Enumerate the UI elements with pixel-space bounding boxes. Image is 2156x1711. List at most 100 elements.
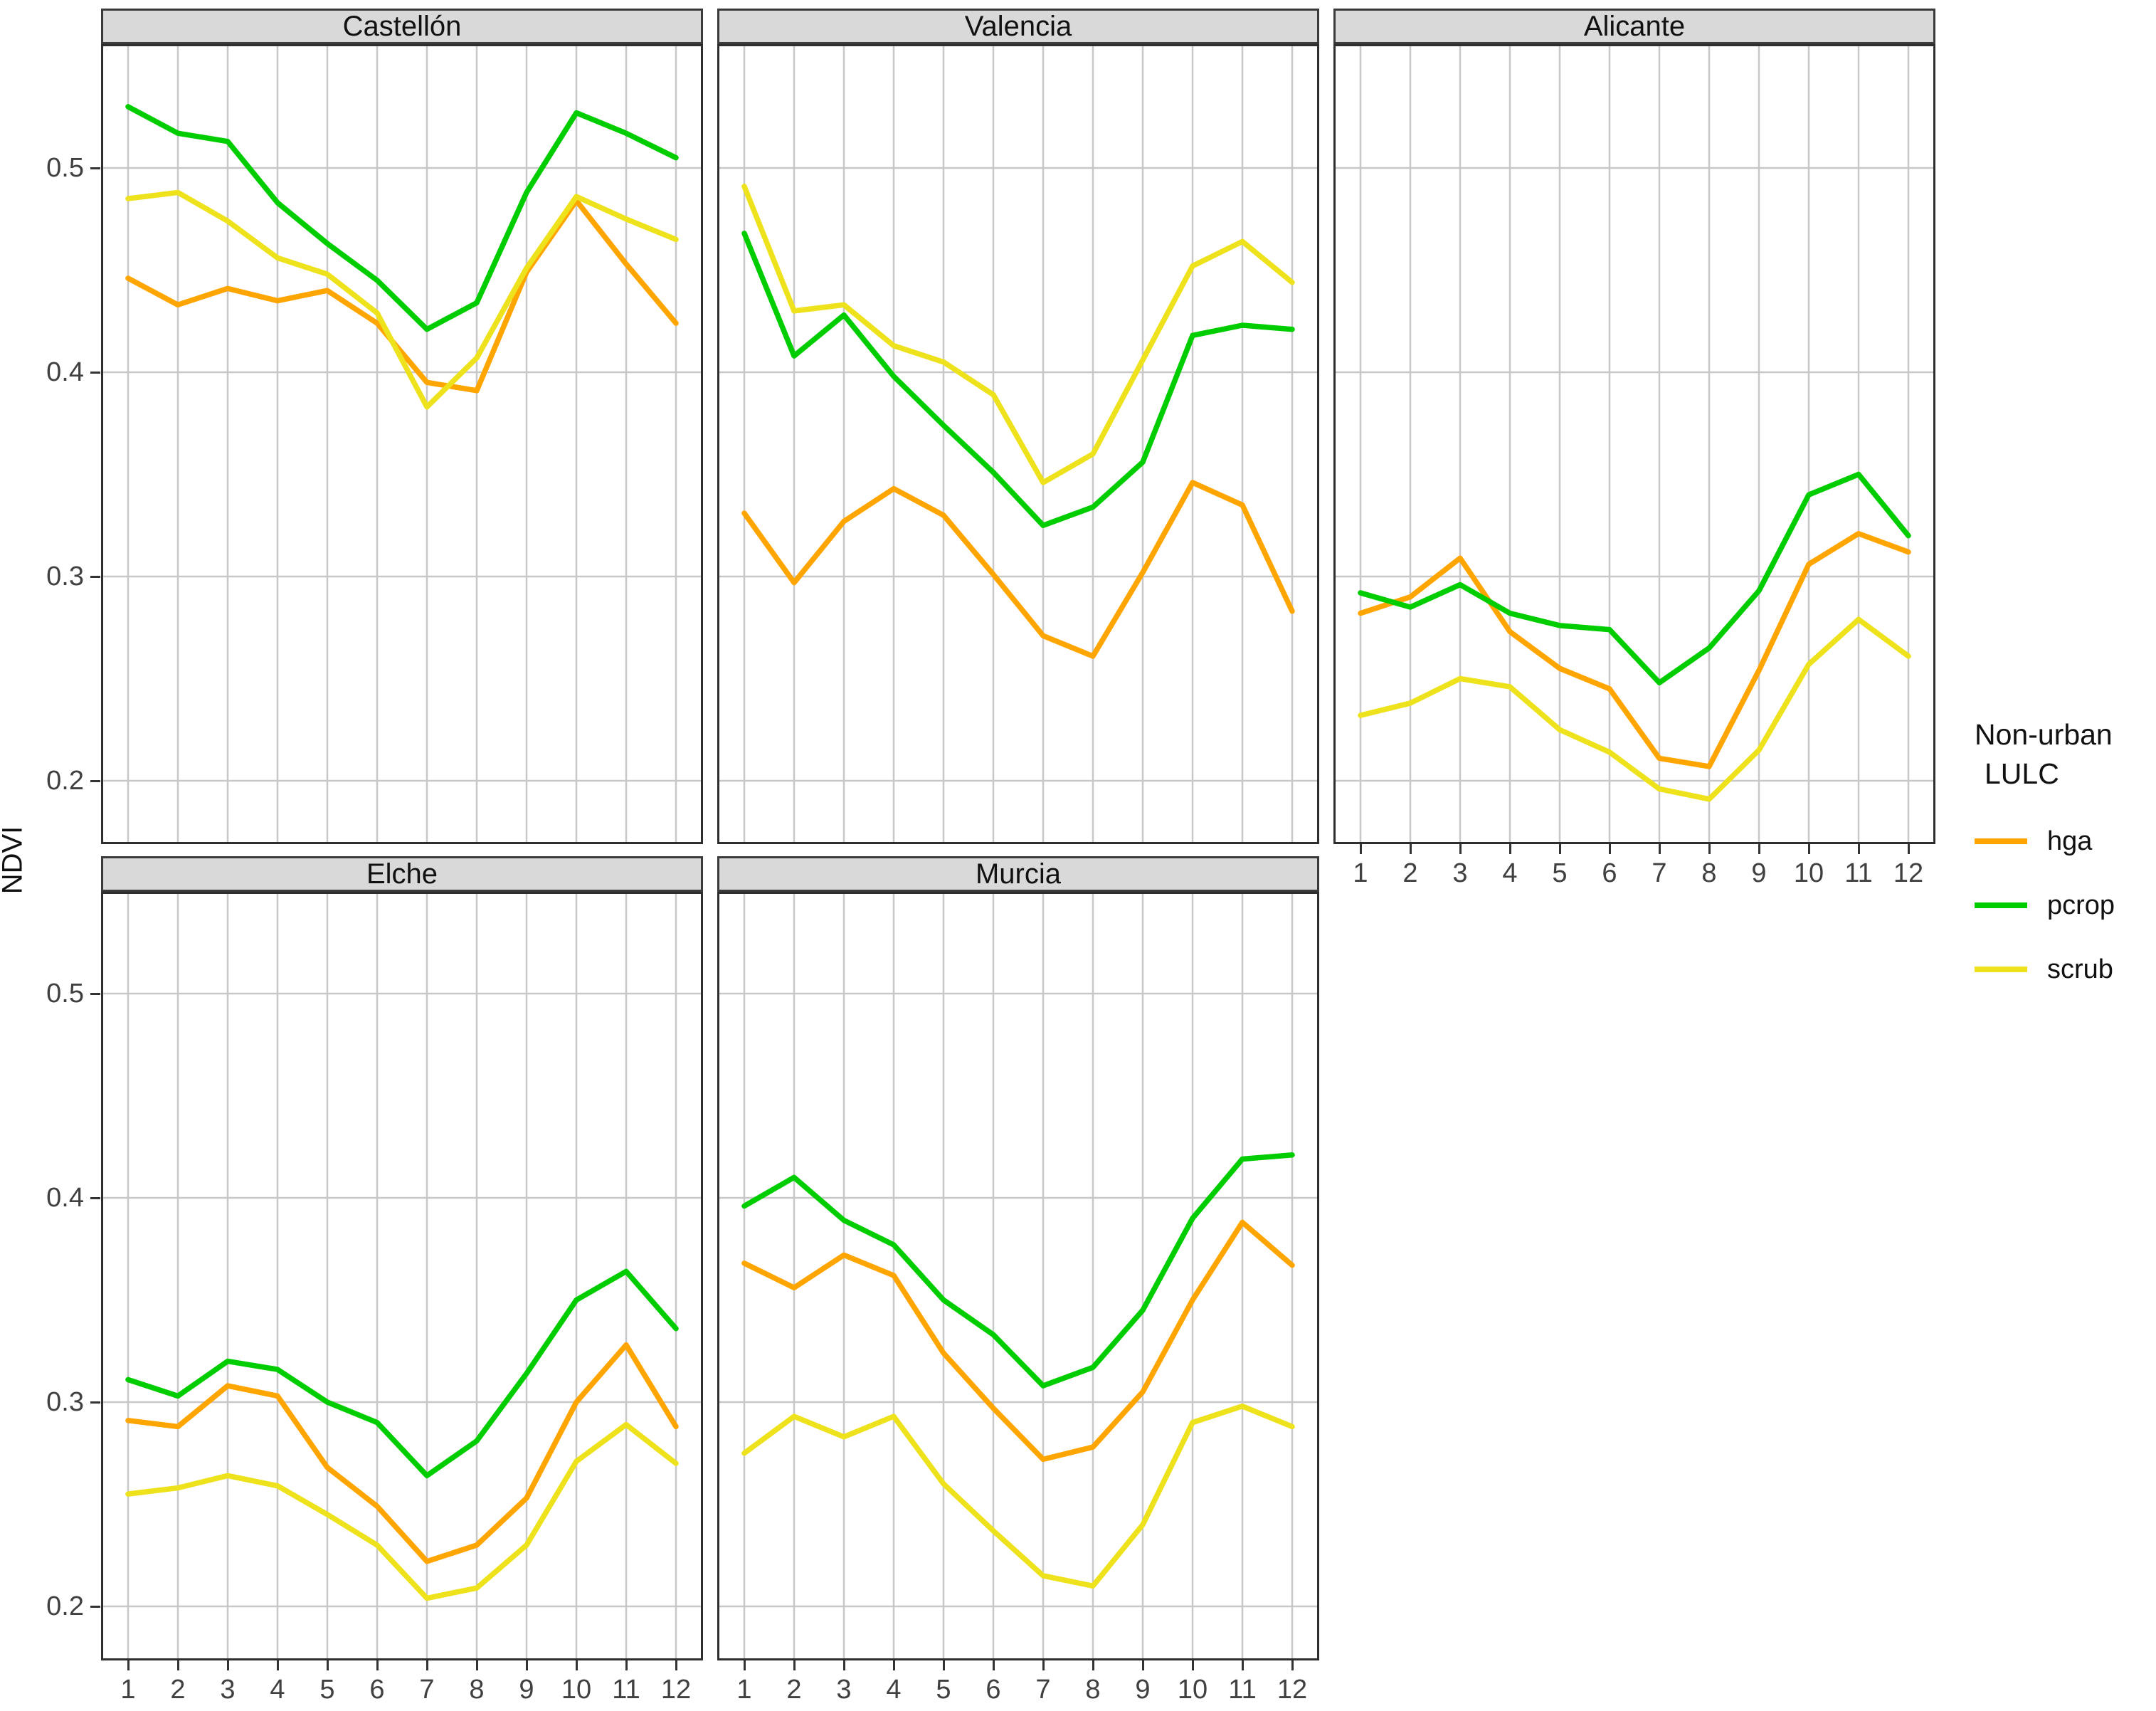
facet-strip-alicante: Alicante	[1333, 9, 1935, 44]
x-tick-mark	[1042, 1660, 1045, 1670]
x-tick-mark	[1857, 844, 1860, 854]
y-tick-label: 0.3	[46, 1387, 84, 1417]
x-tick-label: 3	[836, 1675, 852, 1705]
x-tick-label: 6	[985, 1675, 1001, 1705]
x-tick-label: 4	[1502, 858, 1518, 888]
facet-title: Castellón	[342, 10, 462, 42]
x-tick-label: 7	[419, 1675, 435, 1705]
x-tick-mark	[675, 1660, 677, 1670]
x-tick-label: 10	[561, 1675, 592, 1705]
x-tick-label: 11	[612, 1675, 640, 1705]
x-tick-label: 2	[786, 1675, 802, 1705]
x-tick-label: 4	[886, 1675, 902, 1705]
facet-strip-castellon: Castellón	[101, 9, 703, 44]
facet-strip-valencia: Valencia	[717, 9, 1319, 44]
x-tick-label: 6	[369, 1675, 385, 1705]
x-tick-label: 9	[1751, 858, 1767, 888]
x-tick-mark	[1241, 1660, 1244, 1670]
x-tick-label: 10	[1793, 858, 1824, 888]
x-tick-mark	[1291, 1660, 1294, 1670]
x-tick-mark	[1708, 844, 1711, 854]
x-tick-label: 8	[1085, 1675, 1101, 1705]
x-tick-label: 7	[1035, 1675, 1051, 1705]
x-tick-mark	[575, 1660, 578, 1670]
y-axis-title: NDVI	[0, 826, 28, 895]
x-tick-label: 1	[736, 1675, 752, 1705]
legend-item-pcrop: pcrop	[1975, 890, 2115, 921]
x-tick-label: 1	[120, 1675, 136, 1705]
x-tick-label: 2	[170, 1675, 186, 1705]
x-tick-label: 8	[469, 1675, 485, 1705]
x-tick-mark	[426, 1660, 428, 1670]
facet-plot-alicante	[1333, 44, 1935, 844]
facet-plot-murcia	[717, 892, 1319, 1660]
y-tick-mark	[90, 167, 100, 169]
facet-title: Valencia	[964, 10, 1072, 42]
x-tick-mark	[1608, 844, 1611, 854]
facet-title: Elche	[366, 858, 438, 890]
facet-strip-murcia: Murcia	[717, 856, 1319, 892]
facet-plot-valencia	[717, 44, 1319, 844]
y-tick-mark	[90, 371, 100, 374]
y-tick-mark	[90, 1401, 100, 1404]
x-tick-label: 1	[1353, 858, 1368, 888]
x-tick-mark	[376, 1660, 379, 1670]
x-tick-mark	[326, 1660, 329, 1670]
x-tick-label: 5	[936, 1675, 951, 1705]
legend: Non-urban LULC hga pcrop scrub	[1975, 715, 2152, 984]
y-tick-label: 0.2	[46, 1591, 84, 1621]
x-tick-label: 5	[319, 1675, 335, 1705]
x-tick-label: 7	[1652, 858, 1667, 888]
facet-plot-elche	[101, 892, 703, 1660]
x-tick-mark	[1092, 1660, 1094, 1670]
legend-item-scrub: scrub	[1975, 954, 2113, 985]
x-tick-label: 9	[519, 1675, 534, 1705]
scrub-line-swatch	[1975, 967, 2027, 972]
facet-strip-elche: Elche	[101, 856, 703, 892]
x-tick-mark	[1907, 844, 1910, 854]
x-tick-mark	[226, 1660, 229, 1670]
x-tick-label: 10	[1177, 1675, 1208, 1705]
x-tick-mark	[1141, 1660, 1144, 1670]
x-tick-label: 11	[1228, 1675, 1257, 1705]
legend-item-hga: hga	[1975, 826, 2092, 857]
x-tick-label: 3	[220, 1675, 236, 1705]
y-tick-label: 0.5	[46, 153, 84, 183]
x-tick-mark	[625, 1660, 628, 1670]
facet-title: Murcia	[975, 858, 1062, 890]
x-tick-mark	[1807, 844, 1810, 854]
x-tick-mark	[743, 1660, 746, 1670]
x-tick-mark	[525, 1660, 528, 1670]
x-tick-label: 4	[270, 1675, 285, 1705]
x-tick-label: 8	[1701, 858, 1717, 888]
y-tick-label: 0.5	[46, 979, 84, 1009]
x-tick-mark	[1191, 1660, 1194, 1670]
x-tick-mark	[892, 1660, 895, 1670]
x-tick-mark	[1409, 844, 1412, 854]
x-tick-label: 2	[1402, 858, 1418, 888]
x-tick-mark	[1508, 844, 1511, 854]
x-tick-mark	[1359, 844, 1362, 854]
x-tick-label: 5	[1552, 858, 1568, 888]
x-tick-label: 12	[1277, 1675, 1308, 1705]
y-tick-mark	[90, 1605, 100, 1608]
x-tick-mark	[475, 1660, 478, 1670]
y-tick-label: 0.2	[46, 766, 84, 796]
x-tick-label: 6	[1602, 858, 1617, 888]
x-tick-mark	[176, 1660, 179, 1670]
facet-plot-castellon	[101, 44, 703, 844]
x-tick-mark	[1658, 844, 1661, 854]
x-tick-mark	[1459, 844, 1462, 854]
y-tick-mark	[90, 779, 100, 782]
y-tick-label: 0.4	[46, 357, 84, 387]
y-tick-mark	[90, 992, 100, 995]
y-tick-mark	[90, 575, 100, 578]
x-tick-mark	[1558, 844, 1561, 854]
x-tick-label: 11	[1844, 858, 1873, 888]
y-tick-mark	[90, 1196, 100, 1199]
x-tick-mark	[127, 1660, 130, 1670]
y-tick-label: 0.3	[46, 562, 84, 591]
x-tick-mark	[992, 1660, 995, 1670]
pcrop-line-swatch	[1975, 902, 2027, 908]
